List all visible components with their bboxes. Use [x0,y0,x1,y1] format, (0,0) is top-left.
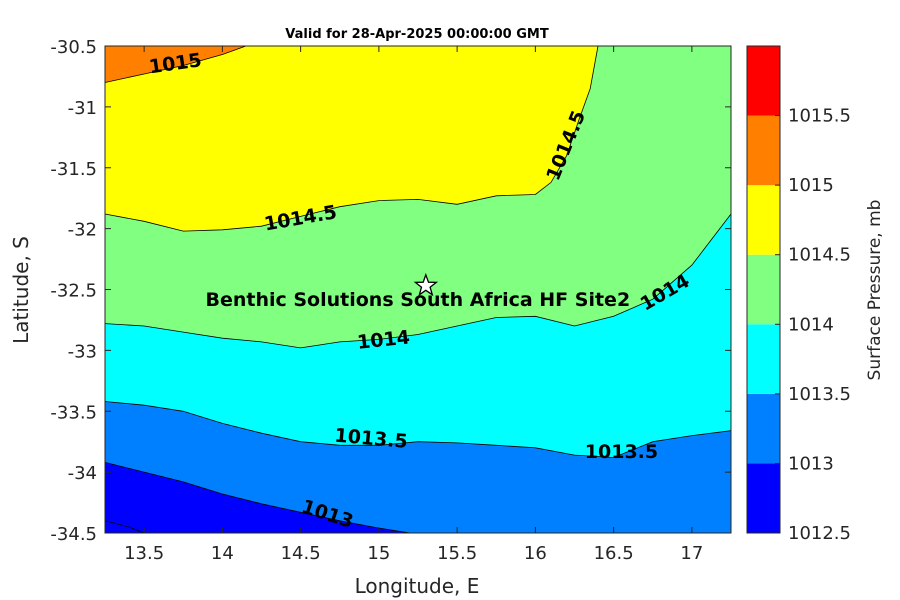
colorbar-band [747,254,780,325]
site-label: Benthic Solutions South Africa HF Site2 [205,289,630,311]
x-axis-label: Longitude, E [355,574,480,598]
site-annotation: Benthic Solutions South Africa HF Site2 [205,272,630,311]
contour-lines [104,45,732,534]
colorbar-band [747,393,780,464]
colorbar-tick-label: 1014 [788,314,834,335]
x-tick-label: 17 [680,543,703,564]
x-axis-ticks: 13.5 14 14.5 15 15.5 16 16.5 17 [124,46,703,564]
y-tick-label: -32.5 [50,281,97,302]
colorbar-tick-label: 1013 [788,453,834,474]
chart-title: Valid for 28-Apr-2025 00:00:00 GMT [285,27,549,42]
x-tick-label: 14.5 [281,543,321,564]
x-tick-label: 13.5 [124,543,164,564]
contour-line-1013 [104,462,411,534]
colorbar-tick-label: 1015.5 [788,106,851,127]
colorbar-tick-label: 1013.5 [788,384,851,405]
y-tick-label: -31.5 [50,159,97,180]
contour-line-1013-5 [104,401,732,458]
colorbar-tick-label: 1015 [788,175,834,196]
colorbar-band [747,324,780,394]
x-tick-label: 16 [524,543,547,564]
y-axis-label: Latitude, S [9,236,33,344]
y-tick-label: -33 [68,341,97,362]
band-1013 [105,401,731,533]
x-tick-label: 15.5 [437,543,477,564]
colorbar-label: Surface Pressure, mb [865,200,885,381]
colorbar-band [747,185,780,255]
contour-label: 1014 [356,326,411,353]
colorbar-tick-label: 1012.5 [788,523,851,544]
y-tick-label: -31 [68,98,97,119]
contour-line-1014-5 [104,45,599,232]
y-tick-label: -34.5 [50,524,97,545]
colorbar-tick-label: 1014.5 [788,245,851,266]
y-axis-ticks: -30.5 -31 -31.5 -32 -32.5 -33 -33.5 -34 -34.5 [50,37,731,545]
contour-line-1014 [104,213,732,349]
x-tick-label: 15 [367,543,390,564]
contour-fill-area [105,46,731,533]
colorbar-band [747,46,780,116]
y-tick-label: -30.5 [50,37,97,58]
colorbar-band [747,463,780,533]
y-tick-label: -32 [68,220,97,241]
contour-label: 1013.5 [585,441,658,463]
colorbar-frame [746,45,781,534]
colorbar: 1015.5 1015 1014.5 1014 1013.5 1013 1012.5 [746,45,851,544]
band-1012-5 [105,462,411,533]
contour-line-1015 [104,45,247,83]
site-star-marker [413,272,439,297]
y-tick-label: -33.5 [50,402,97,423]
y-tick-label: -34 [68,463,97,484]
band-1014-5 [105,46,598,232]
x-tick-label: 16.5 [594,543,634,564]
x-tick-label: 14 [211,543,234,564]
colorbar-band [747,115,780,186]
band-1015 [105,46,246,83]
contour-line-1012-5 [104,520,145,534]
